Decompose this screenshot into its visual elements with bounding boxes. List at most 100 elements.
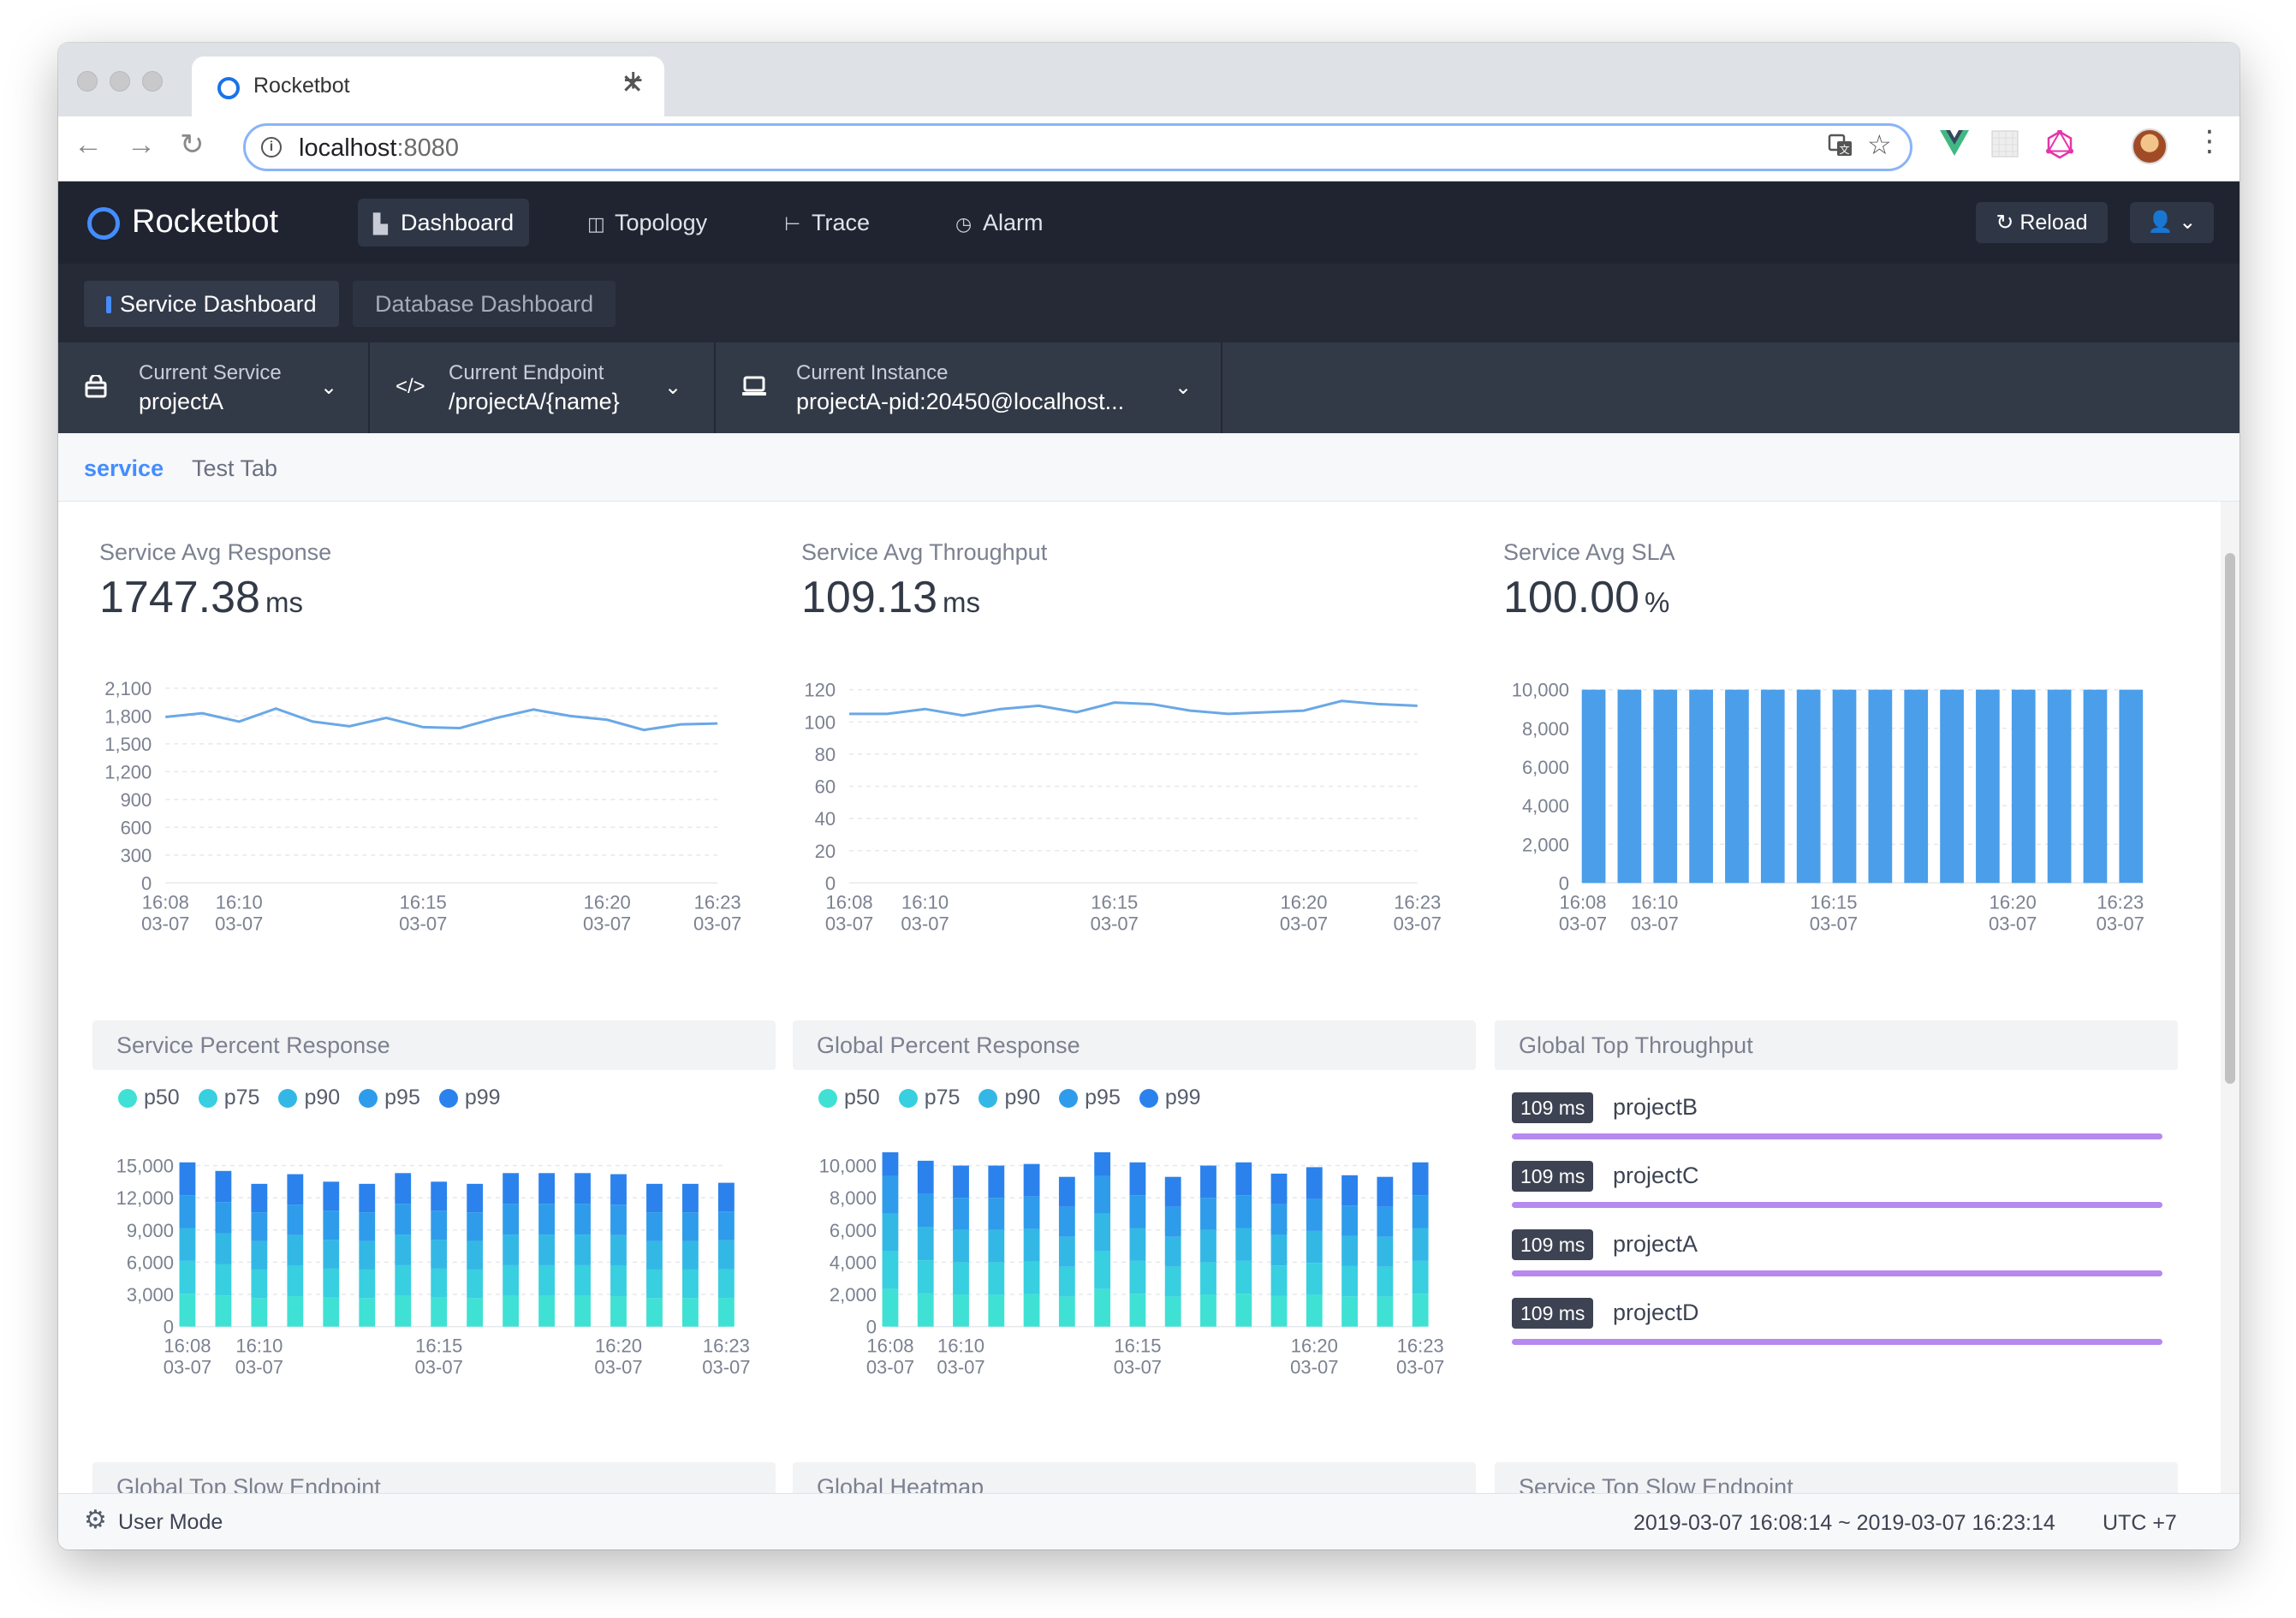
bar-segment	[1058, 1266, 1075, 1297]
bar-segment	[1023, 1294, 1040, 1327]
legend-label: p90	[1004, 1086, 1041, 1109]
close-window-button[interactable]	[77, 71, 98, 92]
list-item[interactable]: 109 ms projectB	[1512, 1092, 2162, 1147]
address-bar[interactable]: i localhost:8080 文 ☆	[243, 123, 1912, 171]
bar-segment	[1306, 1294, 1323, 1327]
tab-service-dashboard[interactable]: Service Dashboard	[84, 281, 339, 327]
content-scrollbar[interactable]	[2221, 502, 2239, 1493]
legend-item-p50[interactable]: p50	[818, 1086, 880, 1109]
x-tick-label: 16:20	[1291, 1335, 1338, 1357]
user-menu-button[interactable]: 👤 ⌄	[2130, 202, 2214, 243]
nav-topology[interactable]: ◫ Topology	[572, 199, 723, 247]
dashboard-switcher: Service Dashboard Database Dashboard	[58, 264, 2239, 342]
bar-segment	[503, 1264, 520, 1296]
panel-head-service-percent-response: Service Percent Response	[92, 1020, 776, 1070]
bar-segment	[1270, 1295, 1288, 1327]
nav-dashboard[interactable]: ▙ Dashboard	[358, 199, 530, 247]
bar	[1940, 689, 1964, 883]
current-endpoint-label: Current Endpoint	[449, 361, 604, 384]
bar	[1617, 689, 1642, 883]
bar-segment	[503, 1204, 520, 1235]
x-tick-label: 16:08	[1559, 891, 1606, 913]
legend-item-p50[interactable]: p50	[118, 1086, 180, 1109]
refresh-icon[interactable]: ↻	[180, 128, 205, 161]
bar-segment	[1023, 1163, 1040, 1197]
bar	[1725, 689, 1749, 883]
legend-item-p95[interactable]: p95	[1059, 1086, 1121, 1109]
time-range[interactable]: 2019-03-07 16:08:14 ~ 2019-03-07 16:23:1…	[1633, 1511, 2055, 1535]
bookmark-star-icon[interactable]: ☆	[1867, 129, 1892, 160]
y-tick-label: 1,800	[104, 705, 152, 727]
legend-label: p50	[844, 1086, 880, 1109]
legend-item-p75[interactable]: p75	[898, 1086, 960, 1109]
bar-segment	[610, 1174, 627, 1205]
profile-avatar[interactable]	[2132, 128, 2168, 164]
legend-label: p90	[304, 1086, 341, 1109]
nav-trace[interactable]: ⊢ Trace	[769, 199, 885, 247]
metric-value: 100.00%	[1503, 573, 1670, 622]
graphql-extension-icon[interactable]	[2046, 129, 2073, 163]
endpoint-selector[interactable]: </> Current Endpoint /projectA/{name} ⌄	[370, 342, 716, 433]
legend-item-p95[interactable]: p95	[359, 1086, 420, 1109]
bar-segment	[287, 1296, 304, 1327]
url-text[interactable]: localhost:8080	[299, 134, 460, 162]
tab-database-dashboard[interactable]: Database Dashboard	[353, 281, 616, 327]
service-avg-response-chart: 03006009001,2001,5001,8002,10016:0803-07…	[104, 678, 741, 934]
legend-dot	[198, 1089, 217, 1108]
y-tick-label: 0	[164, 1317, 174, 1338]
instance-selector[interactable]: Current Instance projectA-pid:20450@loca…	[716, 342, 1222, 433]
browser-tab[interactable]: Rocketbot ✕	[192, 57, 664, 116]
forward-arrow-icon[interactable]: →	[127, 128, 156, 161]
bar-segment	[646, 1240, 663, 1270]
list-item[interactable]: 109 ms projectA	[1512, 1229, 2162, 1284]
maximize-window-button[interactable]	[142, 71, 163, 92]
bar-segment	[1235, 1294, 1252, 1327]
legend-item-p90[interactable]: p90	[978, 1086, 1040, 1109]
minimize-window-button[interactable]	[110, 71, 130, 92]
timezone[interactable]: UTC +7	[2103, 1511, 2177, 1535]
more-vert-icon[interactable]: ⋮	[2195, 125, 2224, 158]
user-mode-toggle[interactable]: User Mode	[118, 1510, 223, 1534]
scroll-thumb[interactable]	[2225, 553, 2235, 1084]
vue-extension-icon[interactable]	[1940, 130, 1969, 159]
x-tick-label: 16:08	[866, 1335, 913, 1357]
throughput-badge: 109 ms	[1512, 1229, 1594, 1260]
bar-segment	[503, 1234, 520, 1265]
bar	[1653, 689, 1678, 883]
bar-segment	[251, 1240, 268, 1270]
panel-service-avg-throughput: Service Avg Throughput 109.13 ms 0 20 40 60 8…	[760, 502, 1479, 947]
current-instance-label: Current Instance	[796, 361, 949, 384]
new-tab-button[interactable]: +	[623, 62, 644, 99]
list-item[interactable]: 109 ms projectD	[1512, 1298, 2162, 1353]
grid-extension-icon[interactable]	[1991, 130, 2019, 161]
grid-lines	[165, 687, 718, 884]
bar-segment	[988, 1198, 1005, 1230]
nav-alarm[interactable]: ◷ Alarm	[940, 199, 1059, 247]
x-tick-label: 16:20	[584, 891, 631, 913]
reload-button[interactable]: ↻ Reload	[1976, 202, 2108, 243]
translate-icon[interactable]: 文	[1828, 133, 1853, 164]
legend-item-p75[interactable]: p75	[198, 1086, 259, 1109]
info-icon[interactable]: i	[261, 137, 282, 158]
metric-value: 1747.38 ms	[99, 573, 303, 622]
legend-item-p99[interactable]: p99	[438, 1086, 501, 1109]
back-arrow-icon[interactable]: ←	[74, 128, 103, 161]
legend-dot	[818, 1089, 837, 1108]
bar-segment	[395, 1173, 412, 1205]
service-selector[interactable]: Current Service projectA ⌄	[58, 342, 370, 433]
tab-service[interactable]: service	[84, 455, 164, 505]
tab-test[interactable]: Test Tab	[192, 455, 278, 481]
bar-segment	[1270, 1265, 1288, 1296]
y-tick-label: 6,000	[1522, 757, 1569, 778]
close-icon[interactable]: ✕	[621, 68, 644, 99]
list-item[interactable]: 109 ms projectC	[1512, 1161, 2162, 1216]
x-tick-label: 16:15	[1114, 1335, 1161, 1357]
legend-item-p90[interactable]: p90	[278, 1086, 340, 1109]
bar-segment	[1412, 1195, 1429, 1228]
rocketbot-logo-icon	[87, 207, 120, 240]
x-tick-date: 03-07	[1559, 913, 1607, 934]
legend-item-p99[interactable]: p99	[1139, 1086, 1201, 1109]
bar-segment	[574, 1173, 591, 1205]
gear-icon[interactable]: ⚙	[84, 1506, 107, 1534]
series-line	[849, 699, 1418, 717]
